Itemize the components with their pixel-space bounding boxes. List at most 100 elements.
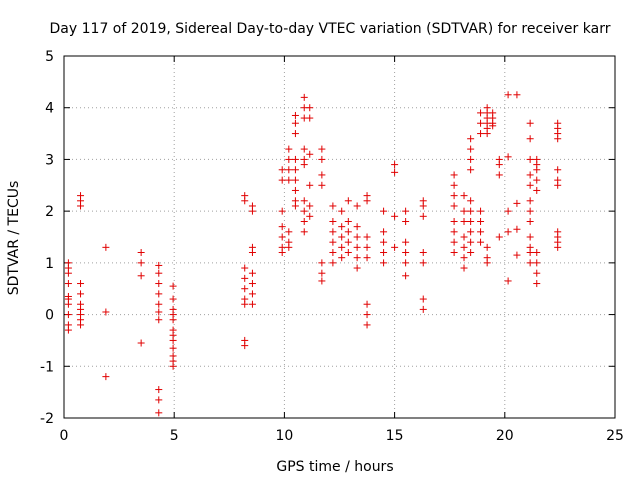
data-point: [513, 225, 521, 233]
data-point: [495, 233, 503, 241]
data-point: [467, 217, 475, 225]
data-point: [450, 181, 458, 189]
data-point: [344, 249, 352, 257]
data-point: [248, 280, 256, 288]
data-point: [504, 207, 512, 215]
data-point: [291, 176, 299, 184]
data-point: [64, 269, 72, 277]
data-point: [306, 104, 314, 112]
data-point: [64, 326, 72, 334]
y-tick-label: 1: [45, 256, 54, 272]
data-point: [513, 91, 521, 99]
data-point: [241, 197, 249, 205]
data-point: [402, 259, 410, 267]
data-point: [419, 295, 427, 303]
x-tick-label: 0: [60, 428, 69, 444]
data-point: [391, 161, 399, 169]
data-point: [450, 202, 458, 210]
data-point: [278, 249, 286, 257]
data-point: [391, 212, 399, 220]
data-point: [554, 243, 562, 251]
data-point: [526, 207, 534, 215]
data-point: [155, 409, 163, 417]
data-point: [285, 243, 293, 251]
data-point: [169, 282, 177, 290]
data-point: [155, 396, 163, 404]
data-point: [526, 259, 534, 267]
data-point: [169, 344, 177, 352]
y-axis-label: SDTVAR / TECUs: [6, 181, 22, 296]
data-point: [306, 212, 314, 220]
data-point: [533, 249, 541, 257]
data-point: [504, 91, 512, 99]
data-point: [363, 321, 371, 329]
data-point: [402, 272, 410, 280]
data-point: [353, 264, 361, 272]
data-point: [318, 145, 326, 153]
data-point: [278, 166, 286, 174]
data-point: [169, 331, 177, 339]
data-point: [169, 295, 177, 303]
data-point: [291, 202, 299, 210]
data-point: [402, 217, 410, 225]
data-point: [248, 290, 256, 298]
data-point: [306, 202, 314, 210]
x-tick-label: 5: [170, 428, 179, 444]
data-point: [318, 269, 326, 277]
data-point: [338, 233, 346, 241]
data-point: [450, 192, 458, 200]
data-point: [402, 207, 410, 215]
data-point: [477, 119, 485, 127]
data-point: [391, 243, 399, 251]
data-point: [64, 292, 72, 300]
data-point: [419, 212, 427, 220]
data-point: [554, 181, 562, 189]
data-point: [526, 155, 534, 163]
data-point: [477, 238, 485, 246]
data-point: [329, 259, 337, 267]
data-point: [460, 243, 468, 251]
data-point: [419, 305, 427, 313]
data-point: [291, 130, 299, 138]
data-point: [526, 181, 534, 189]
data-point: [363, 233, 371, 241]
plot-frame: [63, 55, 616, 419]
y-tick-label: -1: [40, 359, 54, 375]
data-point: [241, 285, 249, 293]
data-point: [467, 135, 475, 143]
data-point: [483, 130, 491, 138]
data-point: [477, 207, 485, 215]
data-point: [278, 176, 286, 184]
data-point: [504, 153, 512, 161]
data-point: [513, 251, 521, 259]
data-point: [300, 217, 308, 225]
data-point: [102, 373, 110, 381]
data-point: [467, 197, 475, 205]
data-point: [169, 311, 177, 319]
data-point: [344, 217, 352, 225]
data-point: [329, 228, 337, 236]
data-point: [380, 228, 388, 236]
data-point: [155, 269, 163, 277]
data-point: [504, 277, 512, 285]
data-point: [353, 243, 361, 251]
data-point: [241, 264, 249, 272]
data-point: [300, 228, 308, 236]
data-point: [300, 93, 308, 101]
data-point: [300, 145, 308, 153]
data-point: [344, 228, 352, 236]
data-point: [155, 280, 163, 288]
data-point: [380, 238, 388, 246]
data-point: [291, 186, 299, 194]
data-point: [77, 321, 85, 329]
data-point: [291, 166, 299, 174]
data-point: [318, 181, 326, 189]
data-point: [64, 280, 72, 288]
axis-ticks: 0 5 10 15 20 25 -2 -1 0 1 2 3 4 5: [40, 49, 624, 444]
data-point: [363, 311, 371, 319]
data-point: [291, 111, 299, 119]
data-point: [137, 272, 145, 280]
data-point: [533, 186, 541, 194]
data-point: [477, 217, 485, 225]
